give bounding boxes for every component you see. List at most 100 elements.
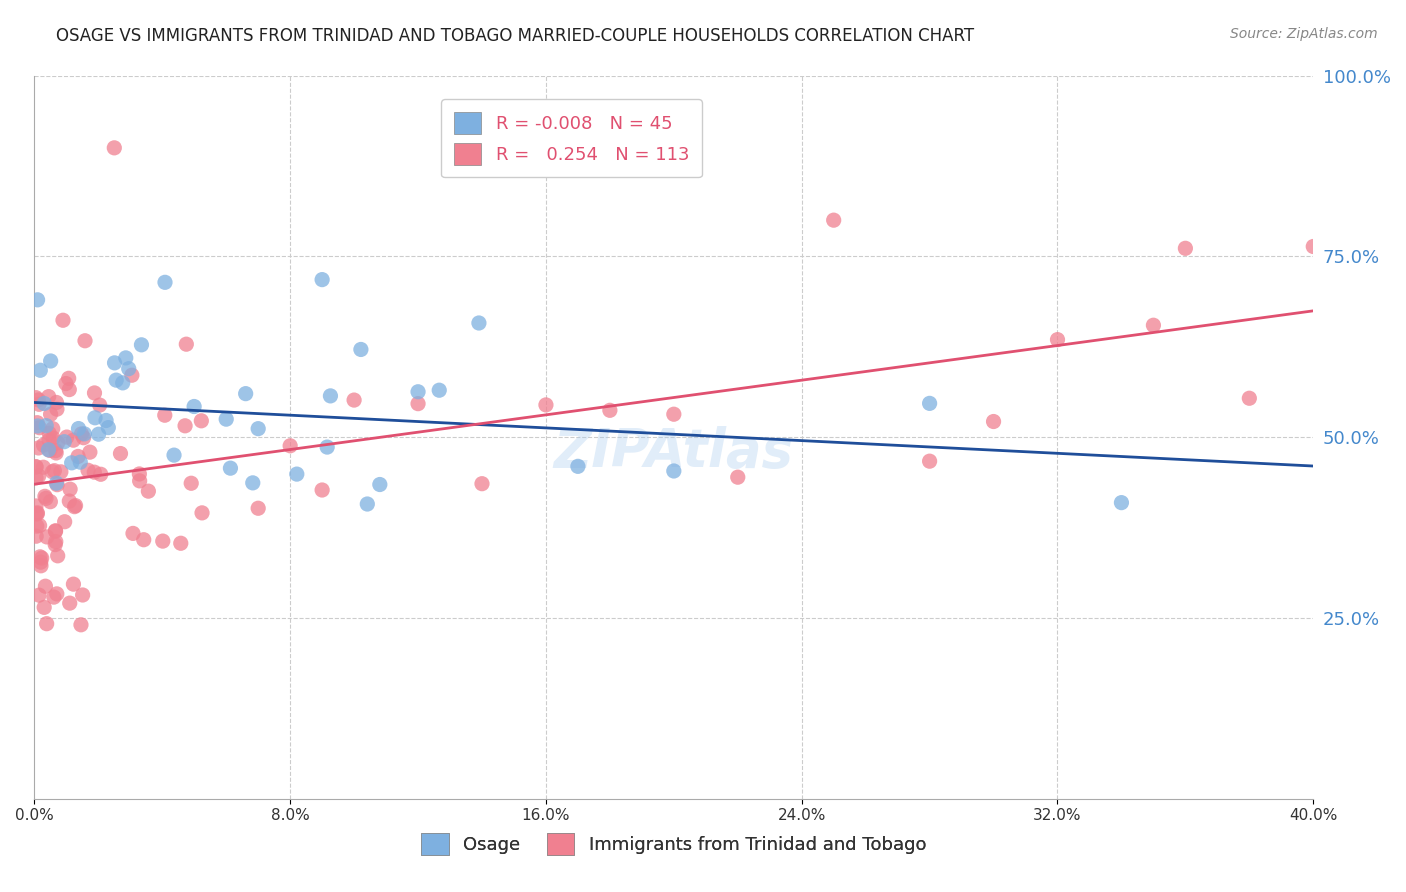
- Osage: [131, 338, 153, 352]
- Immigrants from Trinidad and Tobago: [28, 518, 51, 533]
- Osage: [39, 354, 62, 368]
- Immigrants from Trinidad and Tobago: [170, 536, 193, 550]
- Immigrants from Trinidad and Tobago: [823, 213, 845, 227]
- Immigrants from Trinidad and Tobago: [25, 416, 48, 430]
- Osage: [94, 413, 117, 427]
- Immigrants from Trinidad and Tobago: [1174, 241, 1197, 255]
- Osage: [84, 410, 107, 425]
- Osage: [235, 386, 257, 401]
- Immigrants from Trinidad and Tobago: [180, 476, 202, 491]
- Osage: [316, 440, 339, 454]
- Osage: [219, 461, 242, 475]
- Immigrants from Trinidad and Tobago: [42, 590, 65, 604]
- Osage: [918, 396, 941, 410]
- Immigrants from Trinidad and Tobago: [1302, 239, 1324, 253]
- Osage: [114, 351, 136, 365]
- Immigrants from Trinidad and Tobago: [72, 431, 94, 445]
- Immigrants from Trinidad and Tobago: [28, 468, 51, 483]
- Immigrants from Trinidad and Tobago: [46, 549, 69, 563]
- Immigrants from Trinidad and Tobago: [28, 397, 51, 411]
- Osage: [103, 356, 125, 370]
- Immigrants from Trinidad and Tobago: [46, 477, 69, 491]
- Immigrants from Trinidad and Tobago: [25, 391, 48, 405]
- Immigrants from Trinidad and Tobago: [191, 506, 214, 520]
- Immigrants from Trinidad and Tobago: [45, 524, 67, 539]
- Immigrants from Trinidad and Tobago: [471, 476, 494, 491]
- Immigrants from Trinidad and Tobago: [1239, 391, 1261, 405]
- Osage: [87, 427, 110, 442]
- Immigrants from Trinidad and Tobago: [70, 617, 93, 632]
- Osage: [153, 276, 176, 290]
- Immigrants from Trinidad and Tobago: [128, 467, 150, 481]
- Immigrants from Trinidad and Tobago: [174, 418, 197, 433]
- Osage: [319, 389, 342, 403]
- Immigrants from Trinidad and Tobago: [152, 534, 174, 549]
- Immigrants from Trinidad and Tobago: [38, 443, 60, 458]
- Osage: [662, 464, 685, 478]
- Osage: [45, 476, 67, 491]
- Immigrants from Trinidad and Tobago: [42, 422, 65, 436]
- Immigrants from Trinidad and Tobago: [44, 524, 66, 538]
- Immigrants from Trinidad and Tobago: [1142, 318, 1164, 333]
- Immigrants from Trinidad and Tobago: [32, 600, 55, 615]
- Immigrants from Trinidad and Tobago: [45, 587, 67, 601]
- Immigrants from Trinidad and Tobago: [27, 507, 49, 521]
- Osage: [111, 376, 134, 390]
- Immigrants from Trinidad and Tobago: [30, 555, 52, 569]
- Immigrants from Trinidad and Tobago: [153, 408, 176, 422]
- Osage: [163, 448, 186, 462]
- Immigrants from Trinidad and Tobago: [27, 506, 49, 520]
- Osage: [1111, 495, 1133, 509]
- Immigrants from Trinidad and Tobago: [28, 420, 51, 434]
- Immigrants from Trinidad and Tobago: [34, 489, 56, 503]
- Text: Source: ZipAtlas.com: Source: ZipAtlas.com: [1230, 27, 1378, 41]
- Immigrants from Trinidad and Tobago: [176, 337, 198, 351]
- Immigrants from Trinidad and Tobago: [49, 465, 72, 479]
- Osage: [183, 400, 205, 414]
- Immigrants from Trinidad and Tobago: [662, 407, 685, 421]
- Immigrants from Trinidad and Tobago: [25, 471, 48, 485]
- Immigrants from Trinidad and Tobago: [132, 533, 155, 547]
- Immigrants from Trinidad and Tobago: [77, 463, 100, 477]
- Immigrants from Trinidad and Tobago: [83, 386, 105, 401]
- Osage: [27, 419, 49, 434]
- Immigrants from Trinidad and Tobago: [58, 371, 80, 385]
- Immigrants from Trinidad and Tobago: [25, 460, 48, 475]
- Immigrants from Trinidad and Tobago: [67, 450, 90, 464]
- Immigrants from Trinidad and Tobago: [311, 483, 333, 497]
- Immigrants from Trinidad and Tobago: [128, 474, 150, 488]
- Immigrants from Trinidad and Tobago: [27, 392, 49, 407]
- Immigrants from Trinidad and Tobago: [45, 534, 67, 549]
- Immigrants from Trinidad and Tobago: [90, 467, 112, 482]
- Osage: [311, 272, 333, 286]
- Osage: [105, 373, 128, 387]
- Immigrants from Trinidad and Tobago: [343, 393, 366, 408]
- Immigrants from Trinidad and Tobago: [59, 596, 82, 610]
- Immigrants from Trinidad and Tobago: [39, 494, 62, 508]
- Immigrants from Trinidad and Tobago: [30, 558, 52, 573]
- Osage: [406, 384, 429, 399]
- Immigrants from Trinidad and Tobago: [103, 141, 125, 155]
- Immigrants from Trinidad and Tobago: [41, 465, 63, 479]
- Immigrants from Trinidad and Tobago: [89, 398, 111, 412]
- Immigrants from Trinidad and Tobago: [35, 491, 58, 506]
- Text: ZIPAtlas: ZIPAtlas: [554, 425, 794, 477]
- Immigrants from Trinidad and Tobago: [35, 616, 58, 631]
- Osage: [73, 426, 96, 441]
- Immigrants from Trinidad and Tobago: [42, 431, 65, 445]
- Immigrants from Trinidad and Tobago: [599, 403, 621, 417]
- Immigrants from Trinidad and Tobago: [44, 464, 66, 478]
- Immigrants from Trinidad and Tobago: [46, 435, 69, 450]
- Immigrants from Trinidad and Tobago: [53, 515, 76, 529]
- Immigrants from Trinidad and Tobago: [65, 499, 87, 513]
- Immigrants from Trinidad and Tobago: [25, 499, 48, 513]
- Immigrants from Trinidad and Tobago: [406, 397, 429, 411]
- Immigrants from Trinidad and Tobago: [38, 390, 60, 404]
- Osage: [242, 475, 264, 490]
- Immigrants from Trinidad and Tobago: [58, 494, 80, 508]
- Osage: [67, 421, 90, 435]
- Osage: [53, 434, 76, 449]
- Immigrants from Trinidad and Tobago: [31, 551, 53, 566]
- Immigrants from Trinidad and Tobago: [38, 434, 60, 448]
- Immigrants from Trinidad and Tobago: [25, 519, 48, 533]
